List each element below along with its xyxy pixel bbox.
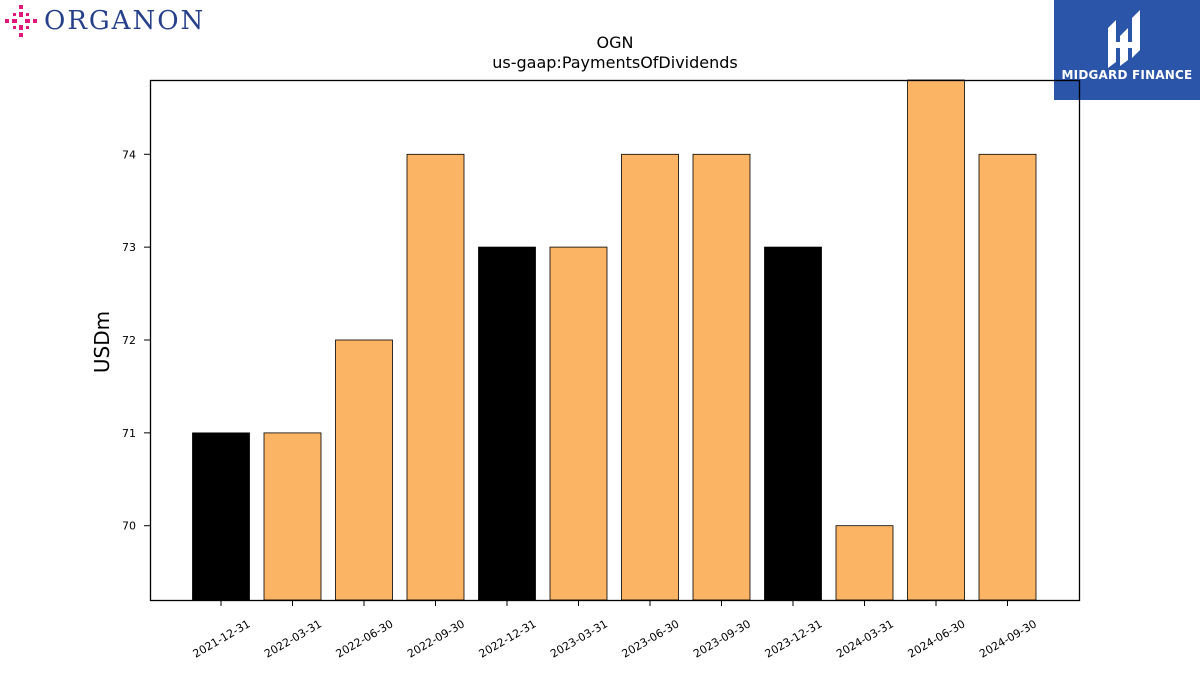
organon-mark-icon (5, 5, 37, 37)
y-tick-label: 74 (122, 148, 136, 161)
y-tick-label: 70 (122, 520, 136, 533)
plot-frame (149, 79, 1081, 602)
bars-group (192, 79, 1037, 601)
midgard-mark-icon (1108, 10, 1140, 68)
bar-2021-12-31 (192, 432, 250, 601)
x-axis-ticks: 2021-12-31 2022-03-31 2022-06-30 2022-09-30… (191, 600, 1039, 661)
bar-2022-03-31 (263, 432, 322, 601)
x-tick-label: 2022-12-31 (477, 617, 539, 660)
bar-2023-06-30 (621, 153, 679, 601)
bar-2024-06-30 (907, 79, 965, 601)
bar-2022-09-30 (406, 153, 465, 601)
bar-2024-09-30 (978, 153, 1037, 601)
y-axis-ticks: 70 71 72 73 74 (122, 148, 150, 533)
bar-2023-03-31 (549, 246, 608, 601)
bar-2023-12-31 (764, 246, 822, 601)
y-tick-label: 73 (122, 241, 136, 254)
x-tick-label: 2024-03-31 (834, 617, 896, 660)
chart-title: OGN (597, 33, 634, 52)
x-tick-label: 2024-06-30 (906, 617, 968, 660)
chart-subtitle: us-gaap:PaymentsOfDividends (492, 53, 737, 72)
x-tick-label: 2022-09-30 (405, 617, 467, 660)
bar-2022-12-31 (478, 246, 536, 601)
x-tick-label: 2022-06-30 (334, 617, 396, 660)
x-tick-label: 2023-06-30 (620, 617, 682, 660)
organon-logo: ORGANON (4, 4, 205, 38)
x-tick-label: 2021-12-31 (191, 617, 253, 660)
midgard-finance-logo: MIDGARD FINANCE (1054, 0, 1200, 100)
bar-2024-03-31 (835, 525, 894, 601)
x-tick-label: 2024-09-30 (977, 617, 1039, 660)
y-axis-label: USDm (90, 311, 114, 373)
y-tick-label: 71 (122, 427, 136, 440)
organon-wordmark: ORGANON (44, 6, 206, 36)
midgard-wordmark: MIDGARD FINANCE (1061, 68, 1193, 82)
x-tick-label: 2023-12-31 (763, 617, 825, 660)
bar-2023-09-30 (692, 153, 751, 601)
x-tick-label: 2022-03-31 (262, 617, 324, 660)
bar-2022-06-30 (335, 339, 393, 601)
x-tick-label: 2023-09-30 (691, 617, 753, 660)
y-tick-label: 72 (122, 334, 136, 347)
x-tick-label: 2023-03-31 (548, 617, 610, 660)
